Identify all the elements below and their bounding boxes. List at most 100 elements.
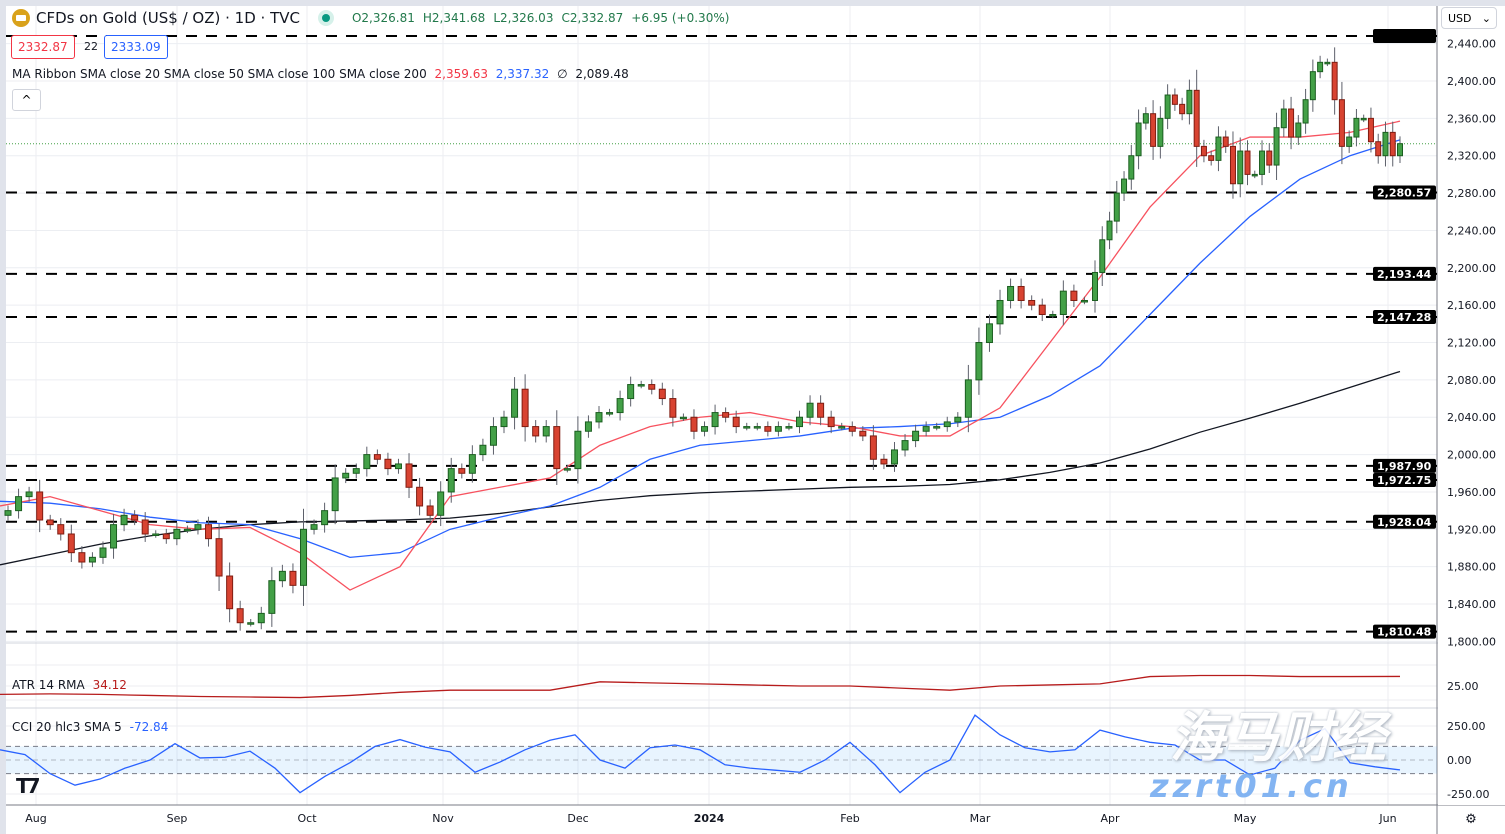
- time-tick-label: Dec: [567, 812, 588, 825]
- candle-up: [1360, 117, 1367, 121]
- level-price-text: 1,972.75: [1377, 474, 1431, 487]
- atr-legend[interactable]: ATR 14 RMA 34.12: [12, 678, 127, 692]
- watermark-cn: 海马财经: [1170, 706, 1386, 769]
- candle-down: [226, 575, 234, 610]
- candle-up: [743, 426, 751, 429]
- candle-up: [489, 426, 497, 446]
- time-tick-label: 2024: [694, 812, 725, 825]
- candle-up: [606, 412, 614, 415]
- level-price-label: [1373, 514, 1436, 529]
- candle-up: [1106, 220, 1113, 241]
- candle-up: [1346, 136, 1353, 147]
- symbol-title[interactable]: CFDs on Gold (US$ / OZ) · 1D · TVC: [36, 9, 300, 27]
- candle-down: [1389, 131, 1396, 157]
- candle-up: [1007, 285, 1015, 301]
- candle-down: [553, 426, 561, 470]
- time-tick-label: Apr: [1100, 812, 1120, 825]
- price-tick-label: 1,800.00: [1447, 635, 1496, 648]
- level-price-label: [1373, 458, 1436, 473]
- candle-up: [363, 454, 371, 470]
- sell-button[interactable]: 2332.87: [11, 35, 75, 59]
- cci-value: -72.84: [129, 720, 169, 734]
- candle-down: [1222, 136, 1229, 147]
- candle-down: [1338, 99, 1345, 147]
- candle-up: [394, 463, 402, 470]
- candle-up: [563, 468, 571, 471]
- level-price-label: [1373, 310, 1436, 325]
- candle-up: [88, 556, 96, 563]
- candle-up: [922, 426, 930, 432]
- candle-down: [215, 538, 223, 577]
- candle-up: [785, 426, 793, 429]
- candle-up: [1397, 143, 1403, 157]
- ma-ribbon-legend[interactable]: MA Ribbon SMA close 20 SMA close 50 SMA …: [12, 67, 629, 81]
- symbol-legend: CFDs on Gold (US$ / OZ) · 1D · TVC O2,32…: [12, 9, 729, 27]
- candle-down: [236, 608, 244, 624]
- axes[interactable]: 2,440.00 2,400.00 2,360.00 2,320.00 2,280.00…: [25, 6, 1505, 827]
- candle-down: [1017, 285, 1025, 301]
- candle-up: [25, 491, 33, 498]
- ohlc-change: +6.95 (+0.30%): [631, 11, 730, 25]
- candle-up: [99, 547, 107, 558]
- time-tick-label: Nov: [432, 812, 454, 825]
- candle-up: [1237, 150, 1244, 185]
- candle-up: [1251, 173, 1258, 177]
- level-price-text: 2,193.44: [1377, 268, 1432, 281]
- market-open-icon: [317, 10, 334, 26]
- candle-up: [637, 384, 645, 387]
- candle-up: [1259, 150, 1266, 175]
- candle-up: [838, 426, 846, 429]
- candle-up: [437, 491, 445, 516]
- candle-up: [1317, 61, 1324, 73]
- price-tick-label: 2,080.00: [1447, 374, 1496, 387]
- price-tick-label: 1,960.00: [1447, 486, 1496, 499]
- gold-symbol-icon: [12, 9, 30, 27]
- price-tick-label: 2,440.00: [1447, 38, 1496, 51]
- collapse-legend-button[interactable]: ^: [12, 89, 41, 111]
- time-tick-label: Aug: [25, 812, 46, 825]
- candle-down: [1229, 145, 1236, 185]
- level-price-labels: 2,280.57 2,193.44 2,147.28 1,987.901,972.75…: [1373, 28, 1436, 639]
- level-price-label: [1373, 473, 1436, 488]
- candle-up: [299, 528, 307, 586]
- buy-button[interactable]: 2333.09: [104, 35, 168, 59]
- candle-up: [574, 430, 582, 470]
- level-price-text: 2,280.57: [1377, 187, 1431, 200]
- candle-up: [1157, 117, 1164, 147]
- candle-up: [120, 514, 128, 526]
- candle-down: [1179, 103, 1186, 115]
- price-tick-label: 2,160.00: [1447, 299, 1496, 312]
- time-tick-label: Sep: [167, 812, 188, 825]
- candle-up: [1099, 239, 1106, 273]
- level-price-label: [1373, 266, 1436, 281]
- cci-tick-label: 0.00: [1447, 754, 1472, 767]
- candle-up: [278, 570, 286, 582]
- level-price-label: [1373, 28, 1436, 43]
- candle-down: [722, 412, 730, 418]
- level-price-text: 1,928.04: [1377, 516, 1432, 529]
- candle-up: [912, 430, 920, 442]
- settings-icon[interactable]: ⚙: [1465, 812, 1477, 827]
- cci-tick-label: 250.00: [1447, 720, 1486, 733]
- ohlc-close: C2,332.87: [561, 11, 624, 25]
- candle-up: [796, 416, 804, 428]
- candle-down: [669, 398, 677, 418]
- level-price-text: 1,987.90: [1377, 460, 1432, 473]
- cci-legend[interactable]: CCI 20 hlc3 SMA 5 -72.84: [12, 720, 168, 734]
- time-tick-label: Mar: [970, 812, 991, 825]
- candle-up: [257, 612, 265, 624]
- na-symbol: ∅: [557, 67, 568, 81]
- currency-selector[interactable]: USD ⌄: [1441, 7, 1497, 29]
- tradingview-logo[interactable]: T7: [16, 774, 41, 798]
- candle-up: [679, 416, 687, 420]
- candle-up: [1142, 113, 1149, 124]
- level-price-label: [1373, 624, 1436, 639]
- candle-down: [67, 533, 75, 554]
- candle-up: [4, 510, 12, 516]
- candle-down: [458, 468, 466, 474]
- price-tick-label: 2,400.00: [1447, 75, 1496, 88]
- candle-down: [405, 463, 413, 488]
- atr-label: ATR 14 RMA: [12, 678, 85, 692]
- candle-up: [954, 416, 962, 423]
